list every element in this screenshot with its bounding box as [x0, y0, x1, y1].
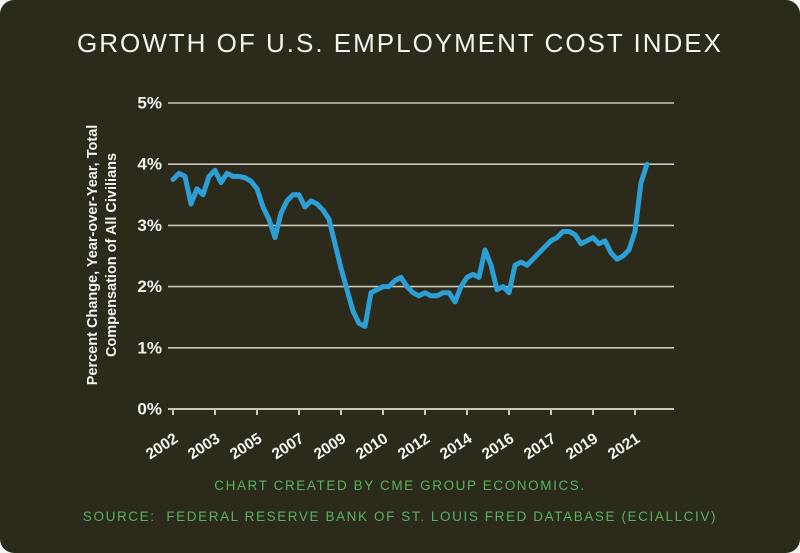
source-line: SOURCE: FEDERAL RESERVE BANK OF ST. LOUI…	[82, 509, 718, 524]
x-tick-label: 2012	[395, 430, 433, 463]
y-tick-label: 4%	[137, 155, 162, 174]
y-tick-label: 1%	[137, 338, 162, 357]
x-tick-label: 2014	[437, 430, 475, 463]
x-tick-label: 2003	[185, 430, 223, 463]
chart-title: GROWTH OF U.S. EMPLOYMENT COST INDEX	[77, 28, 723, 58]
x-tick-label: 2002	[143, 430, 181, 463]
credit-line: CHART CREATED BY CME GROUP ECONOMICS.	[214, 478, 586, 493]
y-axis-title: Compensation of All Civilians	[104, 153, 120, 357]
x-tick-label: 2021	[605, 430, 643, 463]
y-tick-label: 2%	[137, 277, 162, 296]
y-tick-label: 0%	[137, 400, 162, 419]
x-tick-label: 2007	[269, 430, 307, 463]
x-tick-label: 2017	[521, 430, 559, 463]
x-tick-label: 2019	[563, 430, 601, 463]
y-tick-label: 5%	[137, 94, 162, 113]
x-tick-label: 2009	[311, 430, 349, 463]
eci-data-line	[170, 161, 650, 329]
x-tick-label: 2010	[353, 430, 391, 463]
x-tick-label: 2016	[479, 430, 517, 463]
y-tick-label: 3%	[137, 216, 162, 235]
y-axis-title: Percent Change, Year-over-Year, Total	[85, 125, 101, 386]
x-tick-label: 2005	[227, 430, 265, 463]
